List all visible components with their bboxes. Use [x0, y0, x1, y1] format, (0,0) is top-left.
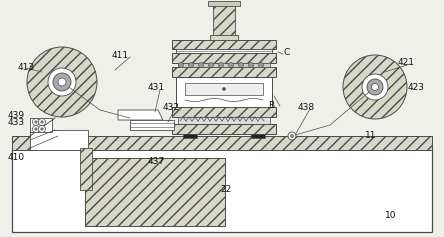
Text: 433: 433: [8, 118, 25, 127]
Bar: [172, 40, 276, 49]
Circle shape: [238, 63, 243, 68]
Circle shape: [343, 55, 407, 119]
Bar: [185, 83, 263, 95]
Circle shape: [53, 73, 71, 91]
Circle shape: [218, 63, 223, 68]
Text: 421: 421: [398, 58, 415, 67]
Bar: [172, 107, 276, 117]
Circle shape: [58, 78, 66, 86]
Circle shape: [48, 68, 76, 96]
Bar: [172, 124, 276, 134]
Circle shape: [372, 83, 378, 91]
Bar: [30, 130, 88, 150]
Circle shape: [198, 63, 203, 68]
Bar: [208, 1, 240, 6]
Bar: [178, 117, 270, 124]
Text: 437: 437: [148, 158, 165, 167]
Bar: [30, 118, 52, 132]
Text: 411: 411: [112, 50, 129, 59]
Text: 22: 22: [220, 186, 231, 195]
Text: 439: 439: [8, 110, 25, 119]
Text: 432: 432: [163, 104, 180, 113]
Circle shape: [41, 128, 43, 130]
Bar: [172, 53, 276, 63]
Text: 410: 410: [8, 154, 25, 163]
Bar: [178, 63, 270, 67]
Bar: [210, 35, 238, 40]
Circle shape: [367, 79, 383, 95]
Text: B: B: [268, 100, 274, 109]
Circle shape: [39, 118, 45, 126]
Circle shape: [32, 126, 40, 132]
Circle shape: [258, 63, 263, 68]
Text: 438: 438: [298, 104, 315, 113]
Circle shape: [35, 121, 37, 123]
Bar: [183, 134, 197, 138]
Circle shape: [290, 135, 293, 137]
Circle shape: [222, 87, 226, 91]
Bar: [80, 148, 92, 190]
Text: 11: 11: [365, 131, 377, 140]
Text: C: C: [283, 47, 289, 56]
Text: 431: 431: [148, 83, 165, 92]
Bar: [172, 67, 276, 77]
Circle shape: [41, 121, 43, 123]
Circle shape: [249, 63, 254, 68]
Bar: [176, 49, 272, 53]
Circle shape: [288, 132, 296, 140]
Bar: [251, 134, 265, 138]
Text: 10: 10: [385, 210, 396, 219]
Text: 423: 423: [408, 82, 425, 91]
Circle shape: [39, 126, 45, 132]
Polygon shape: [118, 110, 163, 120]
Bar: [12, 136, 432, 150]
Bar: [85, 158, 225, 226]
Bar: [130, 120, 174, 130]
Bar: [12, 148, 432, 232]
Text: 413: 413: [18, 64, 35, 73]
Circle shape: [35, 128, 37, 130]
Circle shape: [229, 63, 234, 68]
Circle shape: [362, 74, 388, 100]
Circle shape: [189, 63, 194, 68]
Bar: [176, 77, 272, 107]
Circle shape: [27, 47, 97, 117]
Circle shape: [32, 118, 40, 126]
Circle shape: [178, 63, 183, 68]
Bar: [213, 4, 235, 36]
Circle shape: [209, 63, 214, 68]
